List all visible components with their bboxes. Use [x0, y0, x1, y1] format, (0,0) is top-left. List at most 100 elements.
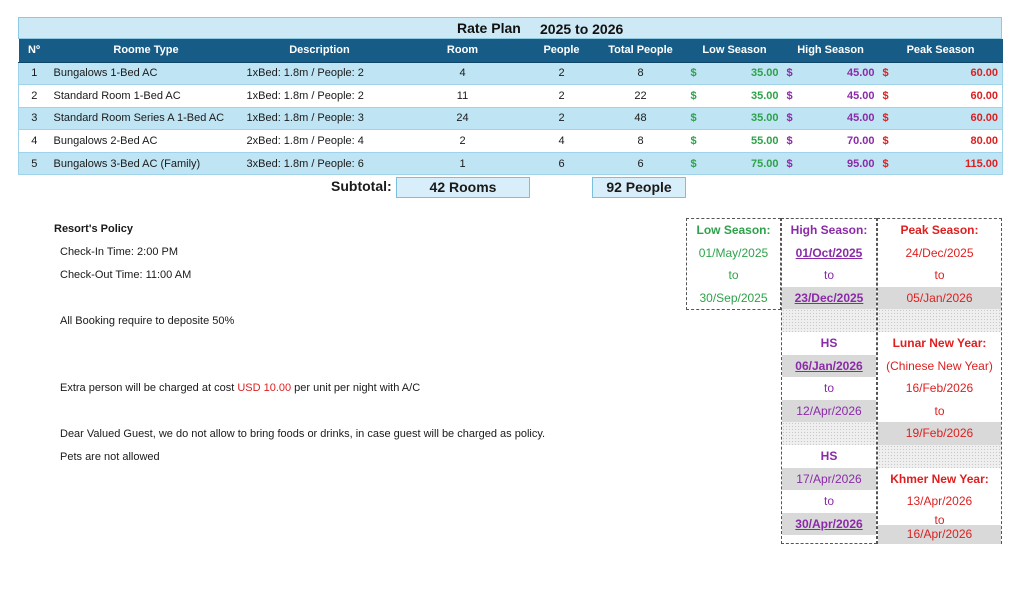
low-season-to: to [728, 268, 739, 283]
peak-season-start: 24/Dec/2025 [905, 245, 974, 260]
hs-spacer [782, 422, 876, 445]
lunar-new-year-start: 16/Feb/2026 [905, 381, 974, 396]
low-season-rate: 75.00 [704, 152, 783, 176]
high-currency: $ [782, 84, 801, 108]
table-row: 3 Standard Room Series A 1-Bed AC 1xBed:… [18, 107, 1003, 131]
peak-season-rate: 60.00 [896, 84, 1003, 108]
table-header-row: Nº Roome Type Description Room People To… [18, 39, 1003, 63]
peak-season-block: Peak Season: 24/Dec/2025 to 05/Jan/2026 … [877, 218, 1002, 544]
low-season-rate: 35.00 [704, 84, 783, 108]
policy-deposit: All Booking require to deposite 50% [60, 315, 235, 327]
high-currency: $ [782, 107, 801, 131]
peak-season-rate: 60.00 [896, 62, 1003, 86]
header-low-season: Low Season [686, 39, 783, 63]
rate-plan-title: Rate Plan [457, 20, 521, 36]
low-season-rate: 35.00 [704, 62, 783, 86]
lunar-spacer [878, 445, 1001, 468]
high-season-rate: 95.00 [800, 152, 879, 176]
high-season-rate: 45.00 [800, 84, 879, 108]
row-no: 2 [18, 84, 50, 108]
peak-currency: $ [878, 84, 897, 108]
row-no: 1 [18, 62, 50, 86]
high-currency: $ [782, 152, 801, 176]
peak-currency: $ [878, 62, 897, 86]
khmer-new-year-title: Khmer New Year: [890, 471, 989, 486]
row-total-people: 8 [594, 62, 687, 86]
header-no: Nº [18, 39, 50, 63]
khmer-new-year-start: 13/Apr/2026 [906, 494, 973, 509]
khmer-new-year-to: to [934, 512, 945, 527]
hs1-start: 06/Jan/2026 [782, 354, 876, 378]
high-season-title: High Season: [790, 223, 868, 237]
row-no: 5 [18, 152, 50, 176]
hs1-to: to [823, 381, 834, 396]
header-people: People [528, 39, 595, 63]
peak-currency: $ [878, 107, 897, 131]
row-people: 4 [528, 129, 595, 153]
table-row: 2 Standard Room 1-Bed AC 1xBed: 1.8m / P… [18, 84, 1003, 108]
policy-extra-price: USD 10.00 [237, 382, 292, 394]
low-currency: $ [686, 107, 705, 131]
lunar-new-year-title: Lunar New Year: [892, 336, 987, 350]
peak-season-rate: 80.00 [896, 129, 1003, 153]
row-no: 4 [18, 129, 50, 153]
high-season-block: High Season: 01/Oct/2025 to 23/Dec/2025 … [781, 218, 877, 544]
header-peak-season: Peak Season [878, 39, 1003, 63]
row-room-type: Bungalows 1-Bed AC [49, 62, 243, 86]
row-people: 6 [528, 152, 595, 176]
peak-season-spacer [878, 309, 1001, 332]
high-season-rate: 70.00 [800, 129, 879, 153]
peak-season-rate: 115.00 [896, 152, 1003, 176]
high-season-rate: 45.00 [800, 107, 879, 131]
row-people: 2 [528, 84, 595, 108]
rate-plan-period: 2025 to 2026 [540, 21, 624, 37]
peak-season-to: to [934, 268, 945, 283]
hs2-title: HS [820, 449, 838, 463]
high-season-rate: 45.00 [800, 62, 879, 86]
row-people: 2 [528, 62, 595, 86]
peak-season-end: 05/Jan/2026 [878, 286, 1001, 310]
header-description: Description [242, 39, 397, 63]
high-season-to: to [823, 268, 834, 283]
hs2-end: 30/Apr/2026 [782, 512, 876, 536]
low-season-block: Low Season: 01/May/2025 to 30/Sep/2025 [686, 218, 781, 310]
row-description: 3xBed: 1.8m / People: 6 [242, 152, 397, 176]
hs2-start: 17/Apr/2026 [782, 467, 876, 491]
peak-currency: $ [878, 152, 897, 176]
header-total-people: Total People [594, 39, 687, 63]
row-description: 1xBed: 1.8m / People: 2 [242, 84, 397, 108]
policy-food: Dear Valued Guest, we do not allow to br… [60, 428, 546, 440]
lunar-new-year-note: (Chinese New Year) [886, 358, 993, 373]
policy-checkin: Check-In Time: 2:00 PM [60, 246, 178, 258]
peak-currency: $ [878, 129, 897, 153]
header-room: Room [396, 39, 529, 63]
row-total-people: 22 [594, 84, 687, 108]
low-season-rate: 35.00 [704, 107, 783, 131]
subtotal-people: 92 People [592, 177, 686, 198]
row-room: 24 [396, 107, 529, 131]
row-room: 1 [396, 152, 529, 176]
row-description: 1xBed: 1.8m / People: 3 [242, 107, 397, 131]
low-season-title: Low Season: [696, 223, 771, 237]
table-row: 4 Bungalows 2-Bed AC 2xBed: 1.8m / Peopl… [18, 129, 1003, 153]
row-no: 3 [18, 107, 50, 131]
row-room-type: Standard Room 1-Bed AC [49, 84, 243, 108]
low-season-end: 30/Sep/2025 [699, 290, 768, 305]
row-room: 2 [396, 129, 529, 153]
low-currency: $ [686, 152, 705, 176]
header-room-type: Roome Type [49, 39, 243, 63]
row-room-type: Bungalows 3-Bed AC (Family) [49, 152, 243, 176]
row-description: 2xBed: 1.8m / People: 4 [242, 129, 397, 153]
high-season-end: 23/Dec/2025 [782, 286, 876, 310]
low-season-start: 01/May/2025 [698, 245, 769, 260]
header-high-season: High Season [782, 39, 879, 63]
khmer-new-year-end: 16/Apr/2026 [878, 525, 1001, 544]
row-description: 1xBed: 1.8m / People: 2 [242, 62, 397, 86]
peak-season-title: Peak Season: [900, 223, 979, 237]
policy-extra-prefix: Extra person will be charged at cost [60, 382, 238, 394]
row-room: 4 [396, 62, 529, 86]
high-season-spacer [782, 309, 876, 332]
low-season-rate: 55.00 [704, 129, 783, 153]
row-room-type: Bungalows 2-Bed AC [49, 129, 243, 153]
row-room-type: Standard Room Series A 1-Bed AC [49, 107, 243, 131]
